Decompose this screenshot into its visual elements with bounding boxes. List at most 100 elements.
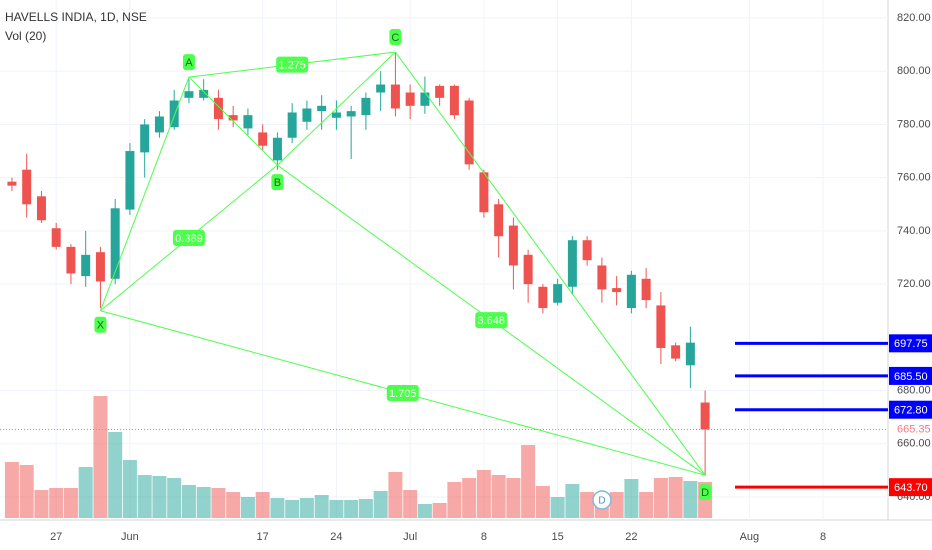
candle-body bbox=[66, 246, 76, 274]
volume-title: Vol (20) bbox=[5, 29, 46, 43]
candle-body bbox=[331, 112, 341, 118]
volume-bar bbox=[314, 495, 329, 518]
x-tick-label: Jul bbox=[403, 531, 417, 543]
price-line-box bbox=[889, 478, 932, 497]
volume-bar bbox=[19, 465, 34, 518]
volume-bar bbox=[491, 475, 506, 518]
x-tick-label: 15 bbox=[552, 531, 564, 543]
candle-body bbox=[36, 196, 46, 221]
candle-body bbox=[612, 288, 622, 293]
candle-body bbox=[81, 254, 91, 277]
point-box bbox=[699, 484, 712, 501]
y-tick-label: 780.00 bbox=[897, 118, 931, 130]
candle-body bbox=[538, 286, 548, 309]
volume-bar bbox=[550, 497, 565, 518]
volume-bar bbox=[388, 472, 403, 518]
candle-body bbox=[582, 240, 592, 261]
volume-bar bbox=[270, 498, 285, 518]
candle-body bbox=[700, 402, 710, 430]
candle-body bbox=[272, 137, 282, 161]
volume-bar bbox=[49, 488, 64, 518]
candle-body bbox=[553, 284, 563, 303]
y-tick-label: 680.00 bbox=[897, 384, 931, 396]
point-box bbox=[271, 174, 284, 191]
x-tick-label: 8 bbox=[481, 531, 487, 543]
volume-bar bbox=[63, 488, 78, 518]
point-box bbox=[389, 29, 402, 46]
volume-bar bbox=[211, 488, 226, 518]
ratio-box bbox=[386, 384, 419, 401]
volume-bar bbox=[521, 445, 536, 518]
price-line-label: 697.75 bbox=[894, 338, 928, 350]
volume-bar bbox=[122, 460, 137, 518]
x-tick-label: Aug bbox=[740, 531, 760, 543]
candle-body bbox=[228, 115, 238, 121]
point-label: B bbox=[274, 177, 281, 189]
pattern-line bbox=[277, 51, 396, 166]
volume-bar bbox=[639, 492, 654, 518]
candle-body bbox=[22, 169, 32, 205]
candle-body bbox=[626, 274, 636, 309]
point-label: X bbox=[97, 320, 105, 332]
candle-body bbox=[508, 225, 518, 266]
price-line-box bbox=[889, 366, 932, 385]
candle-body bbox=[169, 100, 179, 128]
candle-body bbox=[302, 108, 312, 122]
volume-bar bbox=[653, 478, 668, 518]
volume-bar bbox=[108, 432, 123, 518]
volume-bar bbox=[417, 504, 432, 518]
last-price-label: 665.35 bbox=[897, 423, 931, 435]
candle-body bbox=[464, 100, 474, 165]
volume-bar bbox=[683, 481, 698, 518]
candle-body bbox=[641, 278, 651, 301]
volume-bar bbox=[506, 478, 521, 518]
x-tick-label: 27 bbox=[50, 531, 62, 543]
volume-bar bbox=[196, 487, 211, 518]
volume-bar bbox=[329, 500, 344, 518]
candle-body bbox=[287, 112, 297, 138]
volume-bar bbox=[668, 477, 683, 518]
volume-bar bbox=[78, 467, 93, 518]
volume-bar bbox=[285, 500, 300, 518]
candle-body bbox=[390, 84, 400, 109]
candle-body bbox=[376, 84, 386, 93]
volume-bar bbox=[535, 486, 550, 518]
candle-body bbox=[656, 305, 666, 348]
volume-bar bbox=[447, 482, 462, 518]
volume-bar bbox=[299, 498, 314, 518]
candle-body bbox=[685, 342, 695, 366]
candle-body bbox=[361, 97, 371, 116]
volume-bar bbox=[34, 490, 49, 518]
volume-bar bbox=[609, 492, 624, 518]
volume-bar bbox=[476, 470, 491, 518]
volume-bar bbox=[624, 479, 639, 518]
price-line-box bbox=[889, 334, 932, 353]
ratio-label: 1.275 bbox=[278, 59, 306, 71]
x-tick-label: 17 bbox=[257, 531, 269, 543]
point-label: D bbox=[701, 487, 709, 499]
axes: 820.00 800.00 780.00 760.00 740.00 720.00 680.… bbox=[0, 12, 932, 543]
dividend-icon bbox=[592, 490, 612, 510]
candle-body bbox=[435, 85, 445, 98]
point-label: C bbox=[391, 32, 399, 44]
pattern-line bbox=[395, 51, 706, 476]
candle-body bbox=[110, 208, 120, 279]
dividend-label: D bbox=[598, 496, 605, 507]
ratio-label: 3.648 bbox=[478, 315, 506, 327]
y-tick-label: 800.00 bbox=[897, 65, 931, 77]
volume-bar bbox=[226, 492, 241, 518]
last-price-box bbox=[889, 421, 932, 438]
volume-bar bbox=[255, 492, 270, 518]
ratio-box bbox=[172, 229, 205, 246]
volume-bar bbox=[373, 491, 388, 518]
candle-body bbox=[213, 97, 223, 120]
candle-body bbox=[51, 228, 61, 247]
volume-bar bbox=[137, 475, 152, 518]
candle-body bbox=[405, 92, 415, 106]
volume-bar bbox=[580, 492, 595, 518]
volume-bar bbox=[152, 476, 167, 518]
candle-body bbox=[479, 172, 489, 213]
candle-body bbox=[95, 252, 105, 282]
candle-body bbox=[671, 345, 681, 359]
